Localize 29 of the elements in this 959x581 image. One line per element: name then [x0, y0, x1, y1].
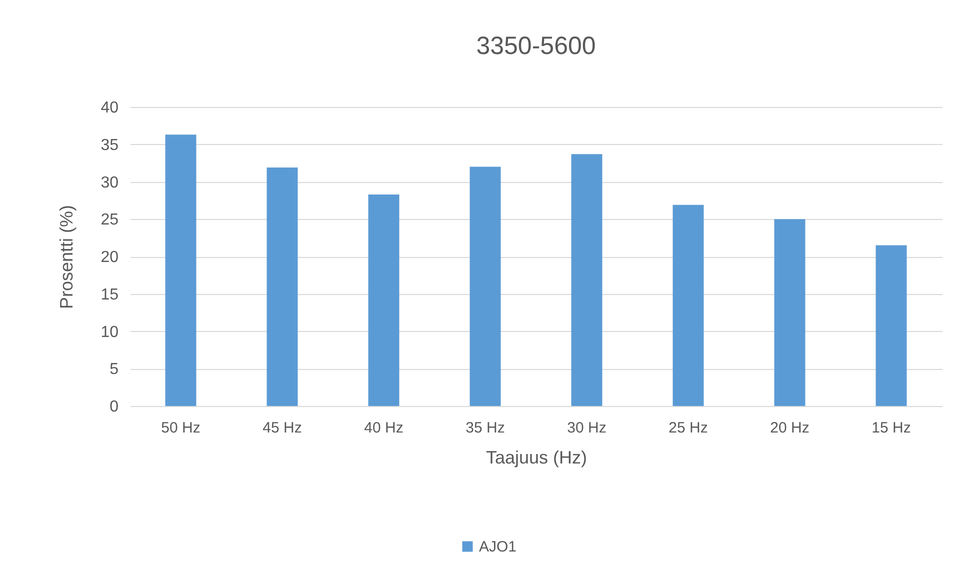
- x-tick-label: 15 Hz: [872, 420, 911, 436]
- x-tick-label: 20 Hz: [770, 420, 810, 436]
- y-tick-label: 10: [100, 324, 119, 341]
- y-tick-label: 0: [110, 398, 119, 416]
- bar: [165, 134, 196, 406]
- x-tick-label: 30 Hz: [567, 420, 606, 436]
- chart-title: 3350-5600: [476, 32, 596, 60]
- bar: [470, 166, 501, 406]
- y-tick-label: 20: [100, 249, 119, 266]
- bar: [266, 168, 298, 406]
- legend-label: AJO1: [479, 538, 517, 556]
- y-tick-label: 30: [100, 174, 119, 192]
- y-tick-label: 5: [110, 361, 119, 378]
- y-tick-label: 25: [100, 212, 119, 229]
- x-tick-label: 45 Hz: [262, 420, 302, 436]
- y-tick-label: 35: [100, 136, 119, 154]
- bar: [774, 219, 806, 406]
- x-tick-label: 50 Hz: [161, 420, 200, 436]
- bar: [876, 245, 907, 406]
- bar: [368, 194, 400, 406]
- bar: [571, 154, 602, 406]
- x-tick-label: 40 Hz: [364, 420, 404, 436]
- y-axis-title: Prosentti (%): [56, 204, 77, 310]
- y-tick-label: 40: [100, 100, 119, 116]
- x-tick-label: 25 Hz: [668, 420, 708, 436]
- y-tick-label: 15: [100, 286, 119, 304]
- x-tick-label: 35 Hz: [466, 420, 505, 436]
- x-axis-title: Taajuus (Hz): [486, 448, 588, 468]
- bar: [672, 204, 704, 406]
